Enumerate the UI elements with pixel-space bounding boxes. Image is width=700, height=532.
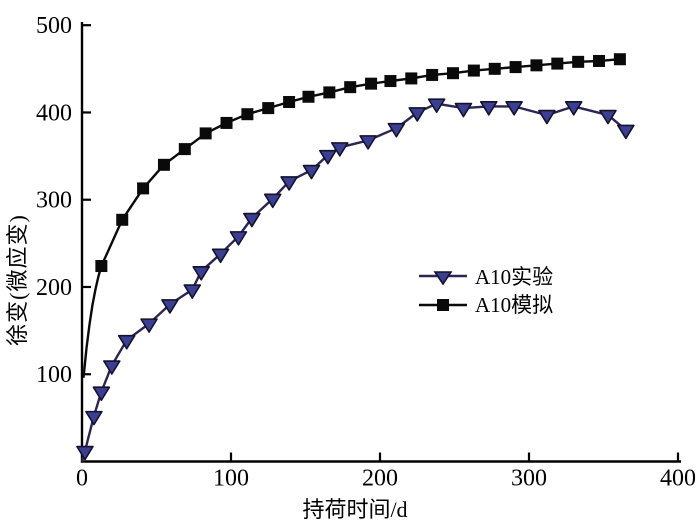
data-point-square xyxy=(384,75,397,88)
triangle-marker-icon xyxy=(419,271,467,286)
square-marker-icon xyxy=(419,299,467,311)
x-tick-label: 200 xyxy=(362,466,398,492)
data-point-triangle xyxy=(140,318,158,333)
y-tick-label: 200 xyxy=(36,275,72,301)
data-point-square xyxy=(593,54,606,67)
x-tick-label: 400 xyxy=(660,466,696,492)
data-point-triangle xyxy=(564,101,583,116)
x-axis-label: 持荷时间/d xyxy=(302,497,408,522)
data-point-triangle xyxy=(505,101,523,116)
data-point-triangle xyxy=(161,299,179,314)
data-point-square xyxy=(530,59,543,72)
data-point-triangle xyxy=(263,193,282,209)
data-point-square xyxy=(137,182,150,195)
legend-label-simulation: A10模拟 xyxy=(475,293,554,317)
legend-item-experiment: A10实验 xyxy=(418,263,553,291)
data-point-triangle xyxy=(408,107,427,122)
data-point-square xyxy=(157,158,170,171)
y-axis-label: 徐变(微应变) xyxy=(5,214,30,346)
data-point-triangle xyxy=(427,98,446,114)
data-point-triangle xyxy=(302,164,321,180)
data-point-triangle xyxy=(229,231,248,246)
data-point-triangle xyxy=(103,360,121,375)
data-point-triangle xyxy=(92,386,111,401)
data-point-square xyxy=(447,67,460,80)
x-tick-label: 300 xyxy=(511,466,547,492)
data-point-triangle xyxy=(117,334,136,350)
data-point-square xyxy=(323,86,336,99)
data-point-triangle xyxy=(85,410,103,426)
data-point-square xyxy=(302,90,315,103)
data-point-triangle xyxy=(479,101,498,116)
data-point-square xyxy=(178,143,191,156)
axis-lines xyxy=(80,22,681,463)
y-tick-label: 500 xyxy=(36,13,72,39)
data-point-triangle xyxy=(183,284,202,299)
series-line-1 xyxy=(82,58,621,378)
data-point-triangle xyxy=(617,124,635,140)
data-point-square xyxy=(551,57,564,70)
data-point-square xyxy=(220,116,233,129)
data-point-square xyxy=(426,68,439,81)
data-point-square xyxy=(199,127,212,140)
data-point-triangle xyxy=(243,212,261,228)
data-point-triangle xyxy=(454,102,473,118)
legend: A10实验 A10模拟 xyxy=(418,263,553,319)
data-point-triangle xyxy=(599,109,617,125)
data-point-triangle xyxy=(211,248,230,264)
legend-label-experiment: A10实验 xyxy=(475,265,554,289)
data-point-triangle xyxy=(319,149,337,165)
data-point-square xyxy=(467,64,480,77)
legend-item-simulation: A10模拟 xyxy=(418,291,553,319)
y-tick-label: 100 xyxy=(36,362,72,388)
data-point-square xyxy=(509,61,522,74)
data-point-square xyxy=(283,95,296,108)
data-point-triangle xyxy=(192,265,210,281)
data-point-square xyxy=(613,53,626,66)
data-point-triangle xyxy=(330,142,349,157)
x-tick-label: 0 xyxy=(76,466,88,492)
x-tick-label: 100 xyxy=(213,466,249,492)
data-point-triangle xyxy=(359,135,377,150)
data-point-square xyxy=(262,102,275,115)
data-point-triangle xyxy=(538,109,556,125)
data-point-square xyxy=(241,108,254,121)
data-point-triangle xyxy=(387,122,406,138)
y-tick-label: 300 xyxy=(36,188,72,214)
data-point-square xyxy=(405,72,418,85)
y-tick-label: 400 xyxy=(36,100,72,126)
data-point-square xyxy=(488,62,501,75)
data-point-triangle xyxy=(76,445,94,461)
data-point-square xyxy=(116,213,129,226)
data-point-square xyxy=(572,55,585,68)
data-point-square xyxy=(344,81,357,94)
data-point-square xyxy=(365,77,378,90)
data-point-triangle xyxy=(280,176,298,191)
data-point-square xyxy=(95,260,108,273)
